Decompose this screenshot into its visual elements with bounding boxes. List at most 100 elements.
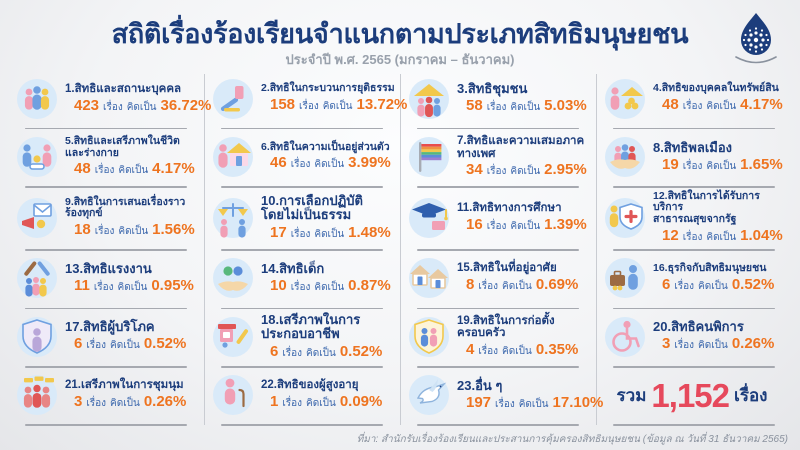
hands-people-icon xyxy=(603,135,647,179)
crowd-banners-icon xyxy=(15,373,59,417)
stat-card: 19.สิทธิในการก่อตั้ง ครอบครัว 4 เรื่อง คิ… xyxy=(400,310,596,368)
percent-label: คิดเป็น xyxy=(117,281,148,293)
percent-label: คิดเป็น xyxy=(510,220,541,232)
person-house-icon xyxy=(211,135,255,179)
percent-value: 1.65% xyxy=(740,155,783,173)
hand-children-icon xyxy=(211,256,255,300)
gavel-icon xyxy=(211,77,255,121)
count-unit: เรื่อง xyxy=(486,102,507,114)
count-unit: เรื่อง xyxy=(93,281,114,293)
card-title-line: 1.สิทธิและสถานะบุคคล xyxy=(65,82,182,95)
percent-label: คิดเป็น xyxy=(118,225,149,237)
stat-card: 4.สิทธิของบุคคลในทรัพย์สิน 48 เรื่อง คิด… xyxy=(596,72,792,130)
stat-card: 3.สิทธิชุมชน 58 เรื่อง คิดเป็น 5.03% xyxy=(400,72,596,130)
rainbow-flag-icon xyxy=(407,135,451,179)
total-value: 1,152 xyxy=(651,376,730,414)
percent-value: 1.48% xyxy=(348,223,391,241)
parents-baby-icon xyxy=(15,135,59,179)
card-title-line: 16.ธุรกิจกับสิทธิมนุษยชน xyxy=(653,262,767,275)
house-people-icon xyxy=(407,77,451,121)
percent-label: คิดเป็น xyxy=(698,340,728,352)
card-title-line: และร่างกาย xyxy=(65,146,119,159)
card-title: 5.สิทธิและเสรีภาพในชีวิต และร่างกาย xyxy=(65,136,195,159)
card-title: 21.เสรีภาพในการชุมนุม xyxy=(65,379,186,392)
card-title-line: 9.สิทธิในการเสนอเรื่องราว xyxy=(65,195,186,208)
count-value: 158 xyxy=(270,96,296,113)
percent-label: คิดเป็น xyxy=(306,398,336,410)
count-unit: เรื่อง xyxy=(86,340,107,352)
percent-label: คิดเป็น xyxy=(110,340,140,352)
stat-card: 7.สิทธิและความเสมอภาค ทางเพศ 34 เรื่อง คิ… xyxy=(400,130,596,189)
count-unit: เรื่อง xyxy=(682,160,703,172)
card-title: 9.สิทธิในการเสนอเรื่องราว ร้องทุกข์ xyxy=(65,195,195,220)
percent-label: คิดเป็น xyxy=(314,159,345,171)
count-value: 16 xyxy=(466,215,483,233)
page-title: สถิติเรื่องร้องเรียนจำแนกตามประเภทสิทธิม… xyxy=(111,19,689,49)
count-unit: เรื่อง xyxy=(478,345,499,357)
stat-card: 8.สิทธิพลเมือง 19 เรื่อง คิดเป็น 1.65% xyxy=(596,130,792,189)
count-value: 46 xyxy=(270,154,287,172)
stat-card: 20.สิทธิคนพิการ 3 เรื่อง คิดเป็น 0.26% xyxy=(596,310,792,368)
card-title: 11.สิทธิทางการศึกษา xyxy=(457,202,587,215)
card-title-line: 2.สิทธิในกระบวนการยุติธรรม xyxy=(261,82,395,95)
count-value: 12 xyxy=(662,226,679,244)
count-unit: เรื่อง xyxy=(674,340,695,352)
card-title-line: 17.สิทธิผู้บริโภค xyxy=(65,319,155,335)
percent-value: 0.52% xyxy=(731,275,775,293)
card-title: 4.สิทธิของบุคคลในทรัพย์สิน xyxy=(653,83,783,95)
percent-value: 13.72% xyxy=(356,96,408,113)
stat-card: 9.สิทธิในการเสนอเรื่องราว ร้องทุกข์ 18 เร… xyxy=(8,189,204,252)
card-title-line: 19.สิทธิในการก่อตั้ง xyxy=(457,314,555,327)
percent-label: คิดเป็น xyxy=(698,280,728,292)
card-title: 19.สิทธิในการก่อตั้ง ครอบครัว xyxy=(457,315,578,340)
percent-label: คิดเป็น xyxy=(118,165,149,177)
count-unit: เรื่อง xyxy=(282,398,303,410)
card-title-line: 14.สิทธิเด็ก xyxy=(261,260,325,276)
column-divider xyxy=(400,74,401,425)
card-title-line: 22.สิทธิของผู้สูงอายุ xyxy=(261,379,359,392)
percent-value: 5.03% xyxy=(544,97,587,115)
stat-card: 15.สิทธิในที่อยู่อาศัย 8 เรื่อง คิดเป็น … xyxy=(400,252,596,310)
count-value: 19 xyxy=(662,155,679,173)
wheelchair-person-icon xyxy=(603,315,647,359)
percent-label: คิดเป็น xyxy=(518,398,549,410)
count-value: 3 xyxy=(74,393,83,411)
card-title: 3.สิทธิชุมชน xyxy=(457,81,587,96)
percent-label: คิดเป็น xyxy=(706,231,737,243)
percent-value: 1.56% xyxy=(152,220,195,238)
percent-value: 1.04% xyxy=(740,226,783,244)
stat-card: 6.สิทธิในความเป็นอยู่ส่วนตัว 46 เรื่อง ค… xyxy=(204,130,400,189)
stat-card: 13.สิทธิแรงงาน 11 เรื่อง คิดเป็น 0.95% xyxy=(8,252,204,310)
page-subtitle: ประจำปี พ.ศ. 2565 (มกราคม – ธันวาคม) xyxy=(285,52,515,67)
percent-value: 0.26% xyxy=(143,393,187,411)
percent-value: 4.17% xyxy=(152,160,195,178)
card-title: 8.สิทธิพลเมือง xyxy=(653,140,783,155)
total-label-suffix: เรื่อง xyxy=(734,385,768,405)
tools-shop-icon xyxy=(211,315,255,359)
percent-label: คิดเป็น xyxy=(306,347,336,359)
percent-value: 3.99% xyxy=(348,154,391,172)
person-medical-shield-icon xyxy=(603,196,647,240)
count-value: 10 xyxy=(270,276,287,294)
card-title: 16.ธุรกิจกับสิทธิมนุษยชน xyxy=(653,262,774,275)
percent-value: 0.35% xyxy=(535,340,579,358)
stat-card: 2.สิทธิในกระบวนการยุติธรรม 158 เรื่อง คิ… xyxy=(204,72,407,130)
card-title-line: 18.เสรีภาพในการ xyxy=(261,311,361,327)
card-title: 7.สิทธิและความเสมอภาค ทางเพศ xyxy=(457,135,587,160)
column-divider xyxy=(596,74,597,425)
stat-card: 11.สิทธิทางการศึกษา 16 เรื่อง คิดเป็น 1.… xyxy=(400,189,596,252)
card-title-line: สาธารณสุขจากรัฐ xyxy=(653,213,737,226)
count-unit: เรื่อง xyxy=(290,228,311,240)
card-title: 22.สิทธิของผู้สูงอายุ xyxy=(261,379,382,392)
stat-card: 18.เสรีภาพในการ ประกอบอาชีพ 6 เรื่อง คิดเ… xyxy=(204,310,400,368)
briefcase-person-icon xyxy=(603,256,647,300)
card-title-line: 13.สิทธิแรงงาน xyxy=(65,260,152,276)
percent-value: 1.39% xyxy=(544,215,587,233)
count-value: 48 xyxy=(74,160,91,178)
card-title-line: 23.อื่น ๆ xyxy=(457,377,503,393)
count-value: 17 xyxy=(270,223,287,241)
card-title: 12.สิทธิในการได้รับการบริการ สาธารณสุขจาก… xyxy=(653,190,788,226)
source-note: ที่มา: สำนักรับเรื่องร้องเรียนและประสานก… xyxy=(356,434,788,445)
stat-card: 22.สิทธิของผู้สูงอายุ 1 เรื่อง คิดเป็น 0… xyxy=(204,369,400,427)
percent-label: คิดเป็น xyxy=(510,166,541,178)
